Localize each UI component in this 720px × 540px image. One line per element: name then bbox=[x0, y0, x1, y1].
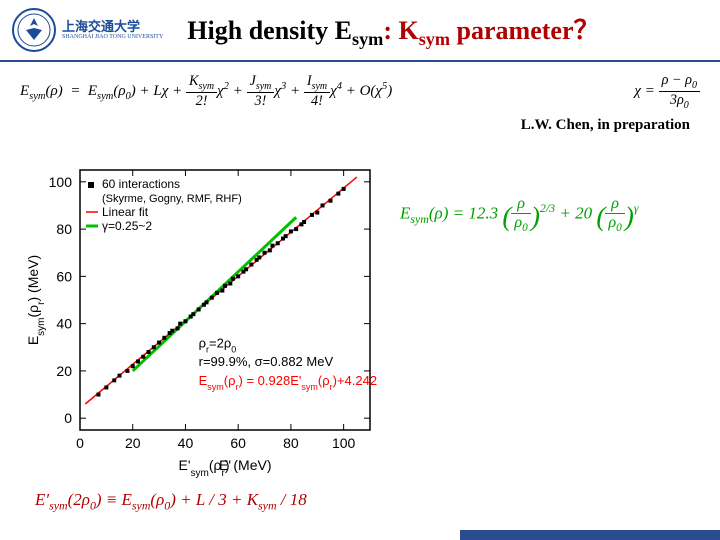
title-text-1: High density E bbox=[187, 16, 352, 45]
svg-text:γ=0.25~2: γ=0.25~2 bbox=[102, 219, 152, 233]
svg-text:E'sym(ρr) (MeV): E'sym(ρr) (MeV) bbox=[178, 457, 271, 479]
header: 上海交通大学 SHANGHAI JIAO TONG UNIVERSITY Hig… bbox=[0, 0, 720, 62]
svg-text:20: 20 bbox=[56, 363, 72, 379]
university-logo: 上海交通大学 SHANGHAI JIAO TONG UNIVERSITY bbox=[12, 8, 163, 52]
svg-text:r=99.9%, σ=0.882 MeV: r=99.9%, σ=0.882 MeV bbox=[199, 354, 334, 369]
university-name-cn: 上海交通大学 bbox=[62, 20, 163, 34]
svg-text:Esym(ρr) = 0.928E'sym(ρr)+4.24: Esym(ρr) = 0.928E'sym(ρr)+4.242 bbox=[199, 373, 377, 392]
chi-equation: χ = ρ − ρ03ρ0 bbox=[634, 72, 700, 111]
logo-seal bbox=[12, 8, 56, 52]
svg-text:ρr=2ρ0: ρr=2ρ0 bbox=[199, 335, 237, 354]
svg-text:20: 20 bbox=[125, 435, 141, 451]
title-sub-1: sym bbox=[352, 29, 383, 49]
svg-text:40: 40 bbox=[178, 435, 194, 451]
scatter-chart: 020406080100020406080100E'E'sym(ρr) (MeV… bbox=[20, 160, 380, 485]
bottom-equation: E′sym(2ρ0) ≡ Esym(ρ0) + L / 3 + Ksym / 1… bbox=[35, 490, 307, 513]
svg-text:0: 0 bbox=[76, 435, 84, 451]
svg-text:60 interactions: 60 interactions bbox=[102, 177, 180, 191]
svg-text:100: 100 bbox=[332, 435, 356, 451]
svg-text:80: 80 bbox=[283, 435, 299, 451]
title-text-3: parameter？ bbox=[450, 16, 599, 45]
green-equation: Esym(ρ) = 12.3 (ρρ0)2/3 + 20 (ρρ0)γ bbox=[400, 195, 639, 234]
svg-text:Esym(ρr) (MeV): Esym(ρr) (MeV) bbox=[25, 255, 47, 345]
svg-text:Linear fit: Linear fit bbox=[102, 205, 149, 219]
equation-row: Esym(ρ) = Esym(ρ0) + Lχ + Ksym2!χ2 + Jsy… bbox=[0, 62, 720, 115]
citation: L.W. Chen, in preparation bbox=[0, 117, 720, 134]
page-title: High density Esym: Ksym parameter？ bbox=[187, 10, 599, 50]
svg-text:60: 60 bbox=[230, 435, 246, 451]
title-sub-2: sym bbox=[419, 29, 450, 49]
svg-text:100: 100 bbox=[49, 174, 73, 190]
main-equation: Esym(ρ) = Esym(ρ0) + Lχ + Ksym2!χ2 + Jsy… bbox=[20, 73, 614, 110]
svg-text:40: 40 bbox=[56, 316, 72, 332]
footer-accent bbox=[460, 530, 720, 540]
university-name-en: SHANGHAI JIAO TONG UNIVERSITY bbox=[62, 34, 163, 41]
svg-text:80: 80 bbox=[56, 221, 72, 237]
svg-text:(Skyrme, Gogny, RMF, RHF): (Skyrme, Gogny, RMF, RHF) bbox=[102, 193, 242, 205]
title-text-2: : K bbox=[383, 16, 418, 45]
svg-text:0: 0 bbox=[64, 410, 72, 426]
svg-text:60: 60 bbox=[56, 268, 72, 284]
